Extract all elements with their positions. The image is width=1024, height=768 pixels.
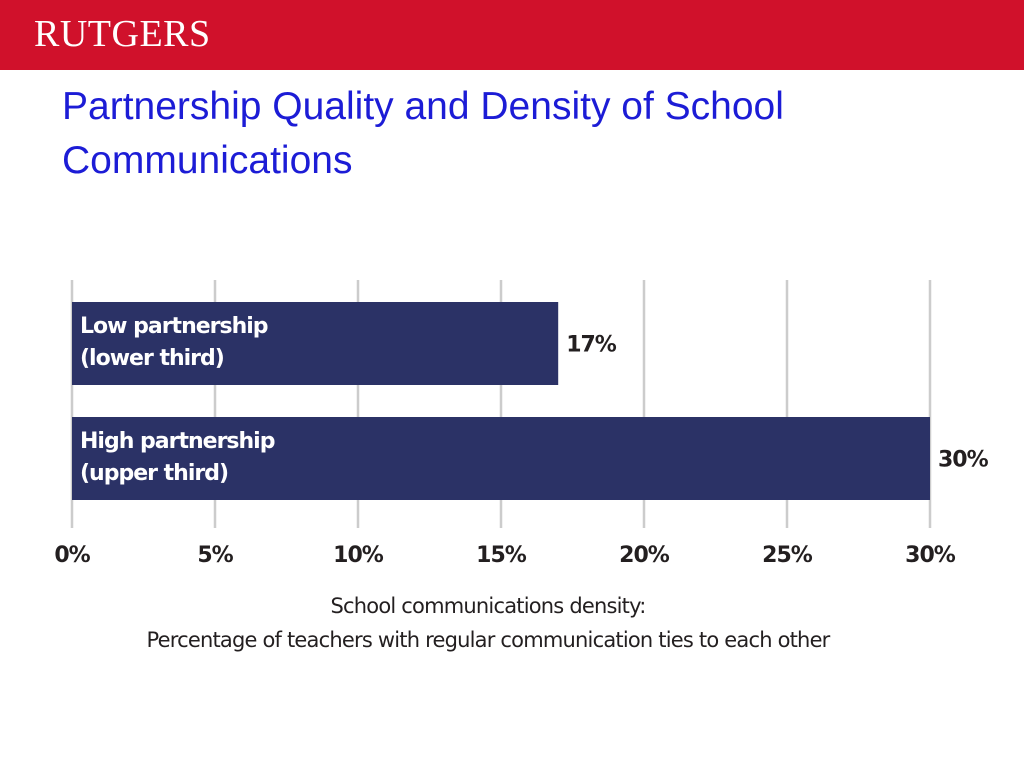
- value-label: 17%: [566, 333, 617, 358]
- x-tick-label: 25%: [762, 543, 813, 568]
- x-tick-label: 0%: [54, 543, 90, 568]
- x-axis-label: Percentage of teachers with regular comm…: [146, 628, 830, 652]
- logo: RUTGERS: [34, 13, 211, 55]
- x-tick-label: 10%: [333, 543, 384, 568]
- header-band: [0, 0, 1024, 70]
- category-label: High partnership (upper third): [80, 429, 275, 486]
- value-label: 30%: [938, 448, 989, 473]
- x-axis-label: School communications density:: [331, 594, 646, 618]
- bar: [72, 417, 930, 500]
- category-label: Low partnership (lower third): [80, 314, 269, 371]
- x-tick-label: 5%: [197, 543, 233, 568]
- bar: [72, 302, 559, 385]
- x-tick-label: 15%: [476, 543, 527, 568]
- x-tick-label: 20%: [619, 543, 670, 568]
- x-tick-label: 30%: [905, 543, 956, 568]
- slide-title: Partnership Quality and Density of Schoo…: [62, 85, 784, 182]
